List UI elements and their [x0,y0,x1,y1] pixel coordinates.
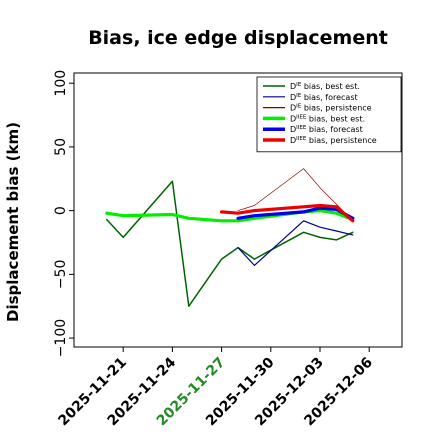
chart-title: Bias, ice edge displacement [88,27,388,49]
legend-label: DIIEE bias, forecast [290,125,363,134]
series-line-dee_pers [220,203,355,223]
y-tick-label: 100 [53,70,69,97]
legend-label: DIE bias, forecast [290,93,358,102]
series-line-de_fc_thin [122,181,190,307]
legend: DIE bias, best est. DIE bias, forecast DIE… [256,76,402,153]
legend-label: DIE bias, best est. [290,82,360,91]
y-tick-label: −50 [53,260,69,290]
legend-label: DIIEE bias, persistence [290,136,377,145]
y-tick-label: 50 [53,138,69,156]
y-tick-label: −100 [53,319,69,357]
series-line-dee_best [105,209,355,223]
y-axis: 100 50 0 −50 −100 [53,70,74,357]
plot-frame [73,72,403,348]
x-axis: 2025-11-212025-11-242025-11-272025-11-30… [55,347,376,429]
series-line-de_fc [237,220,354,266]
y-axis-label: Displacement bias (km) [4,122,22,322]
y-tick-label: 0 [53,206,69,215]
series-layer [105,168,355,307]
series-line-de_best [106,180,354,307]
legend-label: DIE bias, persistence [290,104,372,113]
legend-label: DIIEE bias, best est. [290,114,365,123]
